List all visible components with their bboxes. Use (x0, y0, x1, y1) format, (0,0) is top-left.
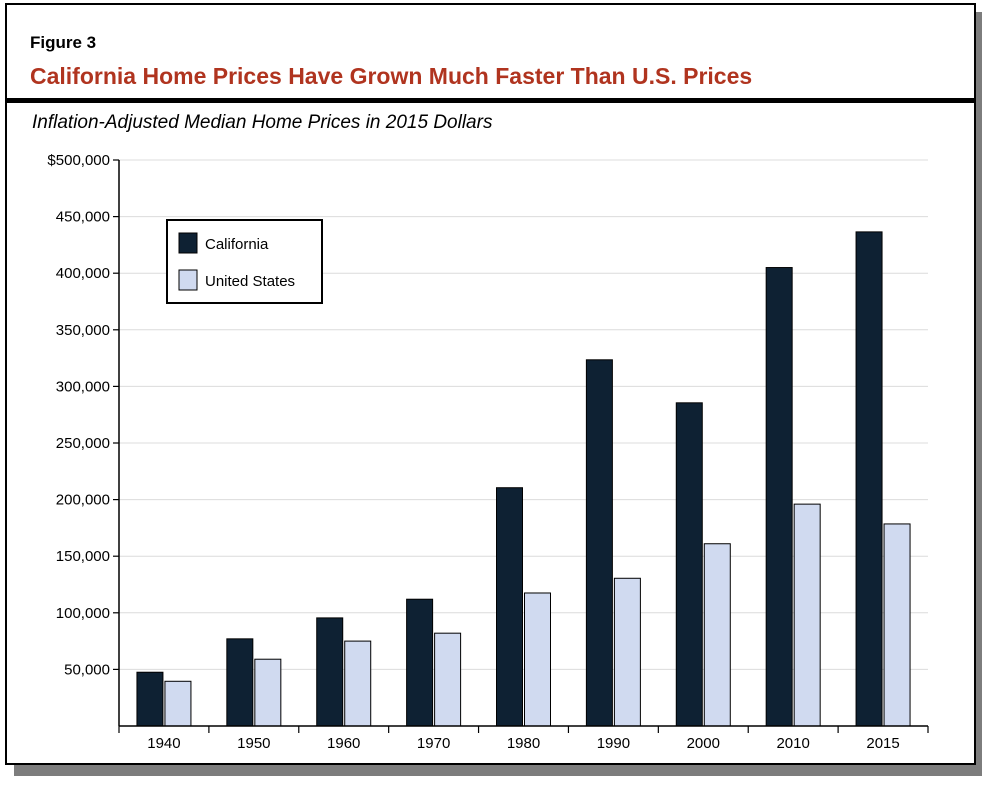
bar-california (496, 487, 523, 727)
x-tick-label: 1980 (507, 735, 540, 752)
legend-label-united-states: United States (205, 273, 295, 290)
legend-box (166, 219, 323, 304)
figure-label: Figure 3 (30, 33, 97, 52)
x-tick-label: 1950 (237, 735, 270, 752)
x-tick-label: 1960 (327, 735, 360, 752)
y-tick-label: 400,000 (56, 265, 110, 282)
bar-california (406, 598, 434, 727)
legend-swatch-united-states (178, 269, 198, 291)
bar-united-states (164, 680, 192, 727)
bar-united-states (883, 523, 911, 727)
y-tick-label: 200,000 (56, 492, 110, 509)
bar-california (316, 617, 344, 727)
bar-california (855, 231, 883, 727)
y-tick-label: $500,000 (47, 152, 110, 169)
title-divider (5, 98, 976, 103)
bar-california (226, 638, 254, 727)
bar-california (585, 359, 613, 727)
x-tick-label: 2000 (687, 735, 720, 752)
bar-united-states (254, 658, 282, 727)
bar-california (136, 671, 164, 727)
y-tick-label: 100,000 (56, 605, 110, 622)
x-tick-label: 2010 (776, 735, 809, 752)
bar-united-states (793, 503, 821, 727)
y-tick-label: 450,000 (56, 209, 110, 226)
chart-subtitle: Inflation-Adjusted Median Home Prices in… (32, 112, 493, 133)
bar-united-states (434, 632, 462, 727)
legend-swatch-california (178, 232, 198, 254)
y-tick-label: 300,000 (56, 378, 110, 395)
y-tick-label: 250,000 (56, 435, 110, 452)
x-tick-label: 1970 (417, 735, 450, 752)
bar-california (675, 402, 703, 727)
x-tick-label: 1940 (147, 735, 180, 752)
legend-label-california: California (205, 236, 269, 253)
y-tick-label: 50,000 (64, 661, 110, 678)
y-tick-label: 150,000 (56, 548, 110, 565)
x-tick-label: 2015 (866, 735, 899, 752)
bar-united-states (524, 592, 551, 727)
bar-united-states (344, 640, 372, 727)
y-tick-label: 350,000 (56, 322, 110, 339)
x-tick-label: 1990 (597, 735, 630, 752)
figure-title: California Home Prices Have Grown Much F… (30, 63, 753, 89)
bar-united-states (703, 543, 731, 727)
bar-california (765, 267, 793, 727)
bar-united-states (613, 577, 641, 727)
